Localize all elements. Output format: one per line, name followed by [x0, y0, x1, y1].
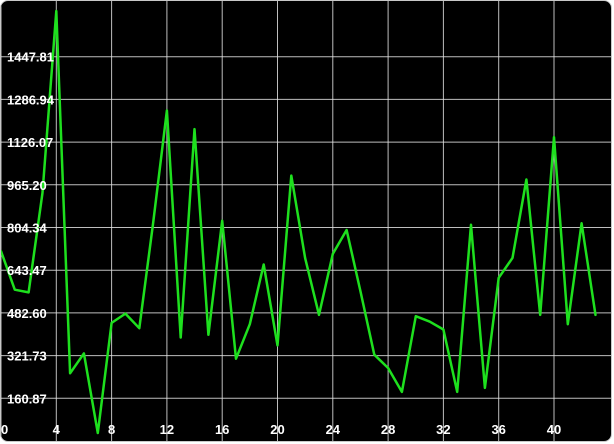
x-tick-label: 28	[381, 422, 395, 437]
y-tick-label: 804.34	[7, 221, 48, 236]
tick-labels: 0 4 8 12 16 20 24 28 32 36 40 160.87 321.73 482.60 643…	[1, 50, 561, 437]
x-tick-label: 0	[1, 422, 8, 437]
x-tick-label: 24	[326, 422, 341, 437]
x-tick-label: 12	[160, 422, 174, 437]
y-tick-label: 160.87	[7, 391, 47, 406]
y-tick-label: 1126.07	[7, 135, 53, 150]
y-tick-label: 482.60	[7, 306, 47, 321]
y-tick-label: 1286.94	[7, 92, 55, 107]
y-tick-label: 643.47	[7, 263, 47, 278]
y-tick-label: 1447.81	[7, 50, 54, 65]
series-line	[1, 9, 597, 435]
x-tick-label: 36	[491, 422, 505, 437]
x-tick-label: 20	[270, 422, 284, 437]
series-layer	[1, 9, 597, 435]
x-tick-label: 16	[215, 422, 229, 437]
x-tick-label: 40	[547, 422, 561, 437]
x-tick-label: 4	[53, 422, 61, 437]
x-tick-label: 32	[436, 422, 450, 437]
x-tick-label: 8	[108, 422, 115, 437]
y-tick-label: 965.20	[7, 178, 47, 193]
y-tick-label: 321.73	[7, 349, 47, 364]
